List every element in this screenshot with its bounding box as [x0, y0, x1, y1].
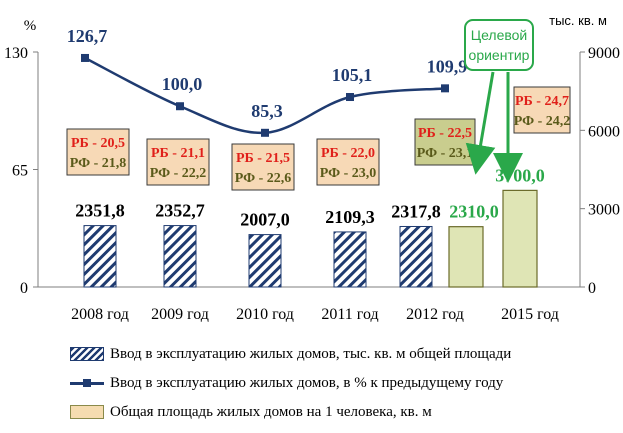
- target-arrow-2012: [465, 71, 496, 175]
- hatched-bar: [333, 231, 367, 288]
- bar-value-label: 2317,8: [391, 201, 441, 221]
- rb-value: РБ - 22,0: [321, 146, 375, 161]
- line-value-label: 109,9: [427, 56, 468, 76]
- hatched-bar: [399, 225, 433, 288]
- rf-value: РФ - 24,2: [514, 114, 571, 129]
- per-capita-box: [66, 128, 130, 176]
- rf-value: РФ - 22,2: [150, 166, 207, 181]
- rf-value: РФ - 23,0: [320, 166, 377, 181]
- line-value-label: 105,1: [332, 65, 373, 85]
- hatched-bar-swatch: [70, 347, 104, 361]
- rb-value: РБ - 21,1: [151, 146, 205, 161]
- hatched-bar: [163, 225, 197, 288]
- x-tick-label: 2008 год: [71, 306, 129, 323]
- line-point-marker: [346, 93, 354, 102]
- rf-value: РФ - 23,1: [417, 146, 474, 161]
- bar-value-label: 2007,0: [240, 210, 290, 230]
- line-value-label: 85,3: [251, 101, 283, 121]
- legend-item-per-capita: Общая площадь жилых домов на 1 человека,…: [70, 401, 610, 423]
- line-marker-swatch: [70, 376, 104, 390]
- x-tick-label: 2011 год: [321, 306, 378, 323]
- left-tick-label: 0: [20, 280, 28, 297]
- x-tick-label: 2009 год: [151, 306, 209, 323]
- line-point-marker: [261, 128, 269, 137]
- left-tick-label: 130: [4, 45, 28, 62]
- per-capita-value-label: 2310,0: [449, 202, 499, 222]
- rb-value: РБ - 21,5: [236, 151, 290, 166]
- rb-value: РБ - 20,5: [71, 136, 125, 151]
- left-tick-label: 65: [12, 163, 28, 180]
- rf-value: РФ - 21,8: [70, 156, 127, 171]
- target-callout-line2: ориентир: [469, 47, 530, 63]
- target-callout-box: [464, 19, 534, 71]
- right-tick-label: 0: [588, 280, 596, 297]
- per-capita-box: [231, 143, 295, 191]
- legend-item-percent-line: Ввод в эксплуатацию жилых домов, в % к п…: [70, 372, 610, 394]
- right-axis-unit: тыс. кв. м: [549, 13, 607, 28]
- per-capita-box: [316, 138, 380, 186]
- x-tick-label: 2012 год: [406, 306, 464, 323]
- x-tick-label: 2015 год: [501, 306, 559, 323]
- hatched-bar: [248, 234, 282, 288]
- legend: Ввод в эксплуатацию жилых домов, тыс. кв…: [70, 343, 610, 430]
- per-capita-box: [146, 138, 210, 186]
- legend-label: Общая площадь жилых домов на 1 человека,…: [110, 403, 432, 420]
- rf-value: РФ - 22,6: [235, 171, 292, 186]
- line-point-marker: [176, 102, 184, 111]
- bar-value-label: 2352,7: [155, 201, 205, 221]
- right-tick-label: 6000: [588, 123, 620, 140]
- bar-value-label: 2109,3: [325, 207, 375, 227]
- right-tick-label: 3000: [588, 202, 620, 219]
- legend-label: Ввод в эксплуатацию жилых домов, тыс. кв…: [110, 345, 512, 362]
- right-tick-label: 9000: [588, 45, 620, 62]
- line-value-label: 100,0: [162, 74, 203, 94]
- line-point-marker: [81, 53, 89, 62]
- hatched-bar: [83, 225, 117, 288]
- left-axis-unit: %: [24, 18, 37, 34]
- line-value-label: 126,7: [67, 26, 108, 46]
- legend-item-hatched-bars: Ввод в эксплуатацию жилых домов, тыс. кв…: [70, 343, 610, 365]
- filled-box-swatch: [70, 405, 104, 419]
- per-capita-box-2015: [513, 86, 571, 134]
- percent-line: [84, 56, 446, 135]
- per-capita-value-label: 3700,0: [495, 165, 545, 185]
- bar-value-label: 2351,8: [75, 201, 125, 221]
- x-tick-label: 2010 год: [236, 306, 294, 323]
- per-capita-bar: [448, 226, 484, 288]
- per-capita-box-2012: [414, 118, 476, 166]
- legend-label: Ввод в эксплуатацию жилых домов, в % к п…: [110, 374, 504, 391]
- rb-value: РБ - 22,5: [418, 126, 472, 141]
- target-callout-line1: Целевой: [471, 27, 528, 43]
- line-point-marker: [441, 84, 449, 93]
- rb-value: РБ - 24,7: [515, 94, 569, 109]
- per-capita-bar: [502, 189, 538, 288]
